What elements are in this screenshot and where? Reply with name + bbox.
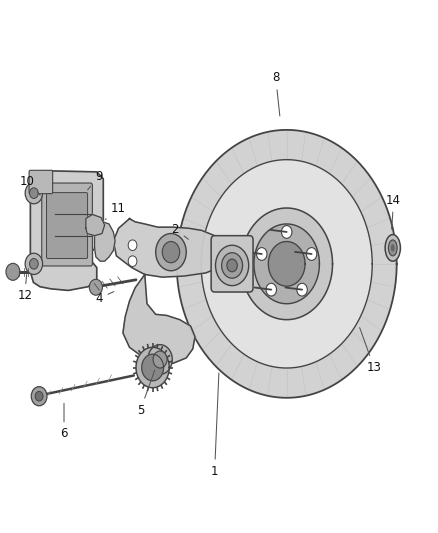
Polygon shape [30, 171, 103, 290]
Polygon shape [95, 221, 115, 261]
FancyBboxPatch shape [29, 170, 53, 193]
FancyBboxPatch shape [42, 183, 92, 266]
Circle shape [35, 391, 43, 401]
Text: 6: 6 [60, 403, 68, 440]
Text: 13: 13 [360, 328, 381, 374]
Circle shape [29, 259, 38, 269]
Circle shape [282, 225, 292, 238]
Circle shape [29, 188, 38, 198]
Text: 9: 9 [88, 169, 102, 190]
Circle shape [153, 351, 167, 368]
Circle shape [25, 253, 42, 274]
Polygon shape [136, 348, 169, 387]
Circle shape [128, 256, 137, 266]
FancyBboxPatch shape [211, 236, 253, 292]
Circle shape [162, 241, 180, 263]
Ellipse shape [389, 240, 397, 256]
Text: 2: 2 [172, 223, 188, 239]
Ellipse shape [385, 235, 400, 261]
Circle shape [222, 253, 243, 278]
Circle shape [297, 283, 307, 296]
Text: 10: 10 [19, 175, 40, 196]
Polygon shape [113, 219, 223, 277]
Ellipse shape [391, 244, 395, 252]
Circle shape [89, 279, 102, 295]
Circle shape [227, 259, 237, 272]
Polygon shape [268, 241, 305, 286]
Text: 11: 11 [106, 201, 126, 220]
Circle shape [25, 182, 42, 204]
Circle shape [128, 240, 137, 251]
Text: 8: 8 [272, 71, 280, 116]
Text: 5: 5 [137, 370, 155, 416]
Circle shape [266, 283, 276, 296]
Circle shape [257, 248, 267, 260]
Polygon shape [86, 214, 105, 236]
PathPatch shape [177, 130, 397, 398]
Polygon shape [142, 354, 163, 381]
Text: 1: 1 [211, 373, 219, 478]
Circle shape [148, 345, 172, 374]
Polygon shape [201, 160, 372, 368]
Polygon shape [123, 274, 195, 364]
Circle shape [215, 245, 249, 286]
Circle shape [31, 386, 47, 406]
Circle shape [155, 233, 186, 271]
Circle shape [6, 263, 20, 280]
Circle shape [306, 248, 317, 260]
Text: 12: 12 [17, 274, 32, 302]
Text: 4: 4 [95, 292, 114, 305]
Polygon shape [254, 224, 319, 304]
FancyBboxPatch shape [46, 192, 88, 259]
Polygon shape [241, 208, 332, 320]
Text: 14: 14 [386, 193, 401, 229]
